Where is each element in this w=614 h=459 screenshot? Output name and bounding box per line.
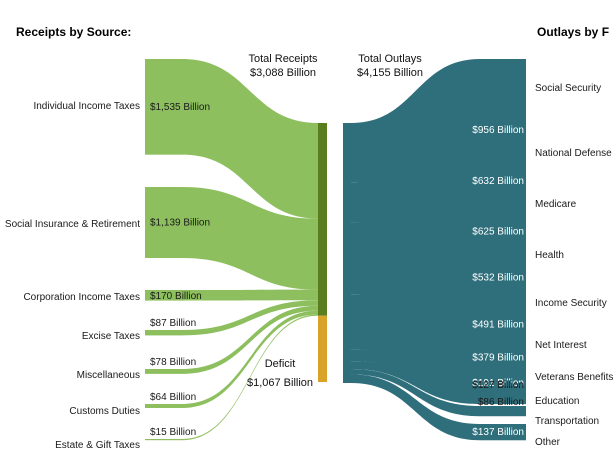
- flows-layer: [145, 59, 526, 441]
- outlay-transportation-name: Transportation: [535, 416, 599, 427]
- outlay-other-name: Other: [535, 437, 561, 448]
- receipt-customs-duties-flow: [182, 310, 318, 408]
- outlay-transportation-value: $86 Billion: [478, 397, 524, 408]
- receipt-social-insurance-retirement-value: $1,139 Billion: [150, 217, 210, 228]
- outlay-health-name: Health: [535, 250, 564, 261]
- total-receipts-value: $3,088 Billion: [250, 67, 316, 79]
- receipt-corporation-income-taxes-name: Corporation Income Taxes: [23, 292, 140, 303]
- receipt-corporation-income-taxes-flow: [182, 289, 318, 301]
- total-outlays-value: $4,155 Billion: [357, 67, 423, 79]
- receipt-excise-taxes-name: Excise Taxes: [82, 331, 140, 342]
- outlay-veterans-benefits-block: [480, 371, 526, 394]
- labels-layer: Individual Income Taxes $1,535 Billion Soc…: [5, 83, 613, 451]
- outlay-education-block: [480, 389, 526, 405]
- receipt-customs-duties-block: [145, 404, 182, 408]
- receipt-corporation-income-taxes-value: $170 Billion: [150, 291, 202, 302]
- receipt-miscellaneous-value: $78 Billion: [150, 357, 196, 368]
- receipt-individual-income-taxes-value: $1,535 Billion: [150, 102, 210, 113]
- outlay-social-security-value: $956 Billion: [472, 125, 524, 136]
- receipt-estate-gift-taxes-name: Estate & Gift Taxes: [55, 440, 140, 451]
- receipt-excise-taxes-value: $87 Billion: [150, 318, 196, 329]
- outlay-transportation-flow: [351, 369, 480, 417]
- outlay-education-name: Education: [535, 396, 579, 407]
- outlay-medicare-value: $625 Billion: [472, 226, 524, 237]
- outlay-veterans-benefits-flow: [351, 349, 480, 394]
- outlay-other-value: $137 Billion: [472, 427, 524, 438]
- outlays-header: Outlays by F: [537, 25, 609, 39]
- receipt-corporation-income-taxes-block: [145, 290, 182, 301]
- outlay-education-value: $127 Billion: [472, 380, 524, 391]
- receipts-total-bar: [318, 123, 327, 316]
- receipt-estate-gift-taxes-value: $15 Billion: [150, 427, 196, 438]
- outlay-medicare-name: Medicare: [535, 199, 577, 210]
- outlay-national-defense-value: $632 Billion: [472, 176, 524, 187]
- deficit-label: Deficit: [265, 358, 296, 370]
- receipt-individual-income-taxes-flow: [182, 59, 318, 219]
- receipt-miscellaneous-flow: [182, 305, 318, 374]
- total-outlays-label: Total Outlays: [358, 53, 422, 65]
- receipt-customs-duties-value: $64 Billion: [150, 392, 196, 403]
- outlay-health-value: $532 Billion: [472, 273, 524, 284]
- receipt-individual-income-taxes-name: Individual Income Taxes: [33, 101, 140, 112]
- outlay-other-block: [480, 424, 526, 441]
- receipt-excise-taxes-flow: [182, 300, 318, 336]
- receipt-excise-taxes-block: [145, 330, 182, 336]
- receipts-header: Receipts by Source:: [16, 25, 131, 39]
- outlay-veterans-benefits-value: $191 Billion: [472, 378, 524, 389]
- receipt-miscellaneous-block: [145, 369, 182, 374]
- deficit-bar: [318, 315, 327, 382]
- total-receipts-label: Total Receipts: [248, 53, 318, 65]
- receipt-customs-duties-name: Customs Duties: [69, 406, 140, 417]
- receipt-miscellaneous-name: Miscellaneous: [77, 370, 140, 381]
- outlay-transportation-block: [480, 406, 526, 417]
- outlays-total-bar: [343, 123, 351, 383]
- outlay-national-defense-name: National Defense: [535, 148, 612, 159]
- receipt-social-insurance-retirement-name: Social Insurance & Retirement: [5, 219, 140, 230]
- receipt-individual-income-taxes-block: [145, 59, 182, 155]
- outlay-education-flow: [351, 361, 480, 405]
- receipt-social-insurance-retirement-block: [145, 187, 182, 258]
- deficit-value: $1,067 Billion: [247, 377, 313, 389]
- outlay-net-interest-name: Net Interest: [535, 340, 587, 351]
- outlay-veterans-benefits-name: Veterans Benefits: [535, 372, 613, 383]
- total-bars-layer: [318, 123, 351, 383]
- outlay-other-flow: [351, 374, 480, 441]
- receipt-social-insurance-retirement-flow: [182, 187, 318, 290]
- receipt-estate-gift-taxes-flow: [182, 314, 318, 441]
- receipt-estate-gift-taxes-block: [145, 439, 182, 441]
- outlay-income-security-value: $491 Billion: [472, 320, 524, 331]
- outlay-income-security-name: Income Security: [535, 298, 607, 309]
- outlay-social-security-name: Social Security: [535, 83, 601, 94]
- outlay-net-interest-value: $379 Billion: [472, 352, 524, 363]
